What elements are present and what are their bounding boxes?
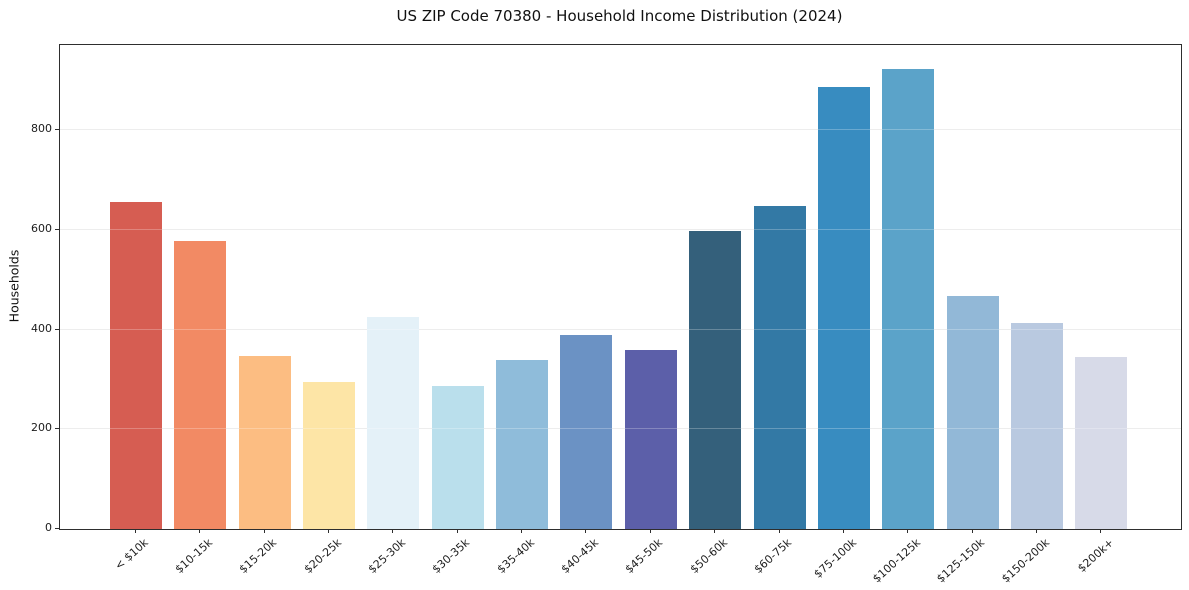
y-tick-label-600: 600 <box>31 221 52 235</box>
bar-15-20k <box>238 355 291 529</box>
bar-60-75k <box>753 206 806 529</box>
x-tick-label-2: $15-20k <box>237 536 280 577</box>
bar-30-35k <box>431 385 484 529</box>
x-tick-label-4: $25-30k <box>365 536 409 577</box>
x-tick-mark-4 <box>392 529 394 533</box>
gridline-y-400 <box>60 328 1181 330</box>
y-tick-mark-0 <box>55 528 59 529</box>
plot-area <box>59 44 1182 530</box>
x-tick-label-6: $35-40k <box>494 536 537 577</box>
x-tick-label-7: $40-45k <box>558 536 602 577</box>
x-tick-label-14: $150-200k <box>998 536 1052 586</box>
y-tick-mark-200 <box>55 428 59 430</box>
bar-40-45k <box>560 335 613 529</box>
bar-125-150k <box>946 296 999 529</box>
bar-10k <box>110 202 162 529</box>
bar-20-25k <box>303 382 356 529</box>
gridline-overlay-y-600 <box>60 228 1181 230</box>
x-tick-label-15: $200k+ <box>1074 536 1116 575</box>
x-tick-mark-0 <box>135 529 136 533</box>
x-tick-mark-9 <box>714 529 716 533</box>
x-tick-label-11: $75-100k <box>810 536 859 581</box>
bar-45-50k <box>624 350 677 529</box>
x-tick-label-5: $30-35k <box>430 536 473 577</box>
x-tick-mark-14 <box>1035 529 1037 533</box>
x-tick-label-8: $45-50k <box>623 536 666 577</box>
x-tick-label-0: < $10k <box>112 536 151 573</box>
x-tick-mark-15 <box>1100 529 1102 533</box>
y-tick-label-200: 200 <box>31 421 52 435</box>
gridline-overlay-y-400 <box>60 328 1181 330</box>
gridline-y-200 <box>60 428 1181 430</box>
bar-25-30k <box>367 317 420 529</box>
bar-75-100k <box>817 87 870 529</box>
x-tick-mark-8 <box>649 529 651 533</box>
gridline-y-600 <box>60 228 1181 230</box>
x-tick-mark-1 <box>199 529 201 533</box>
y-tick-label-0: 0 <box>45 521 52 534</box>
x-tick-label-13: $125-150k <box>934 536 988 586</box>
chart-title: US ZIP Code 70380 - Household Income Dis… <box>396 7 843 25</box>
x-tick-mark-10 <box>778 529 780 533</box>
x-tick-mark-2 <box>263 529 265 533</box>
gridline-overlay-y-200 <box>60 428 1181 430</box>
x-tick-mark-3 <box>328 529 330 533</box>
x-tick-mark-7 <box>585 529 587 533</box>
bar-50-60k <box>689 230 742 529</box>
y-axis-label: Households <box>6 249 22 323</box>
y-tick-label-800: 800 <box>31 122 52 136</box>
y-tick-mark-600 <box>55 228 59 230</box>
bar-10-15k <box>174 241 227 529</box>
x-tick-label-12: $100-125k <box>870 536 923 586</box>
y-tick-label-400: 400 <box>31 321 52 335</box>
x-tick-label-1: $10-15k <box>172 536 216 577</box>
x-tick-label-3: $20-25k <box>301 536 344 577</box>
x-tick-mark-13 <box>971 529 973 533</box>
gridline-overlay-y-800 <box>60 129 1181 131</box>
bar-150-200k <box>1010 323 1063 529</box>
x-tick-mark-12 <box>907 529 909 533</box>
gridline-y-800 <box>60 129 1181 131</box>
bar-35-40k <box>496 360 549 529</box>
x-tick-label-10: $60-75k <box>751 536 795 577</box>
y-tick-mark-800 <box>55 129 59 131</box>
bar-200k <box>1075 357 1128 529</box>
x-tick-label-9: $50-60k <box>687 536 730 577</box>
x-tick-mark-5 <box>456 529 458 533</box>
x-tick-mark-6 <box>521 529 523 533</box>
x-tick-mark-11 <box>842 529 844 533</box>
bar-100-125k <box>882 69 935 529</box>
y-tick-mark-400 <box>55 328 59 330</box>
